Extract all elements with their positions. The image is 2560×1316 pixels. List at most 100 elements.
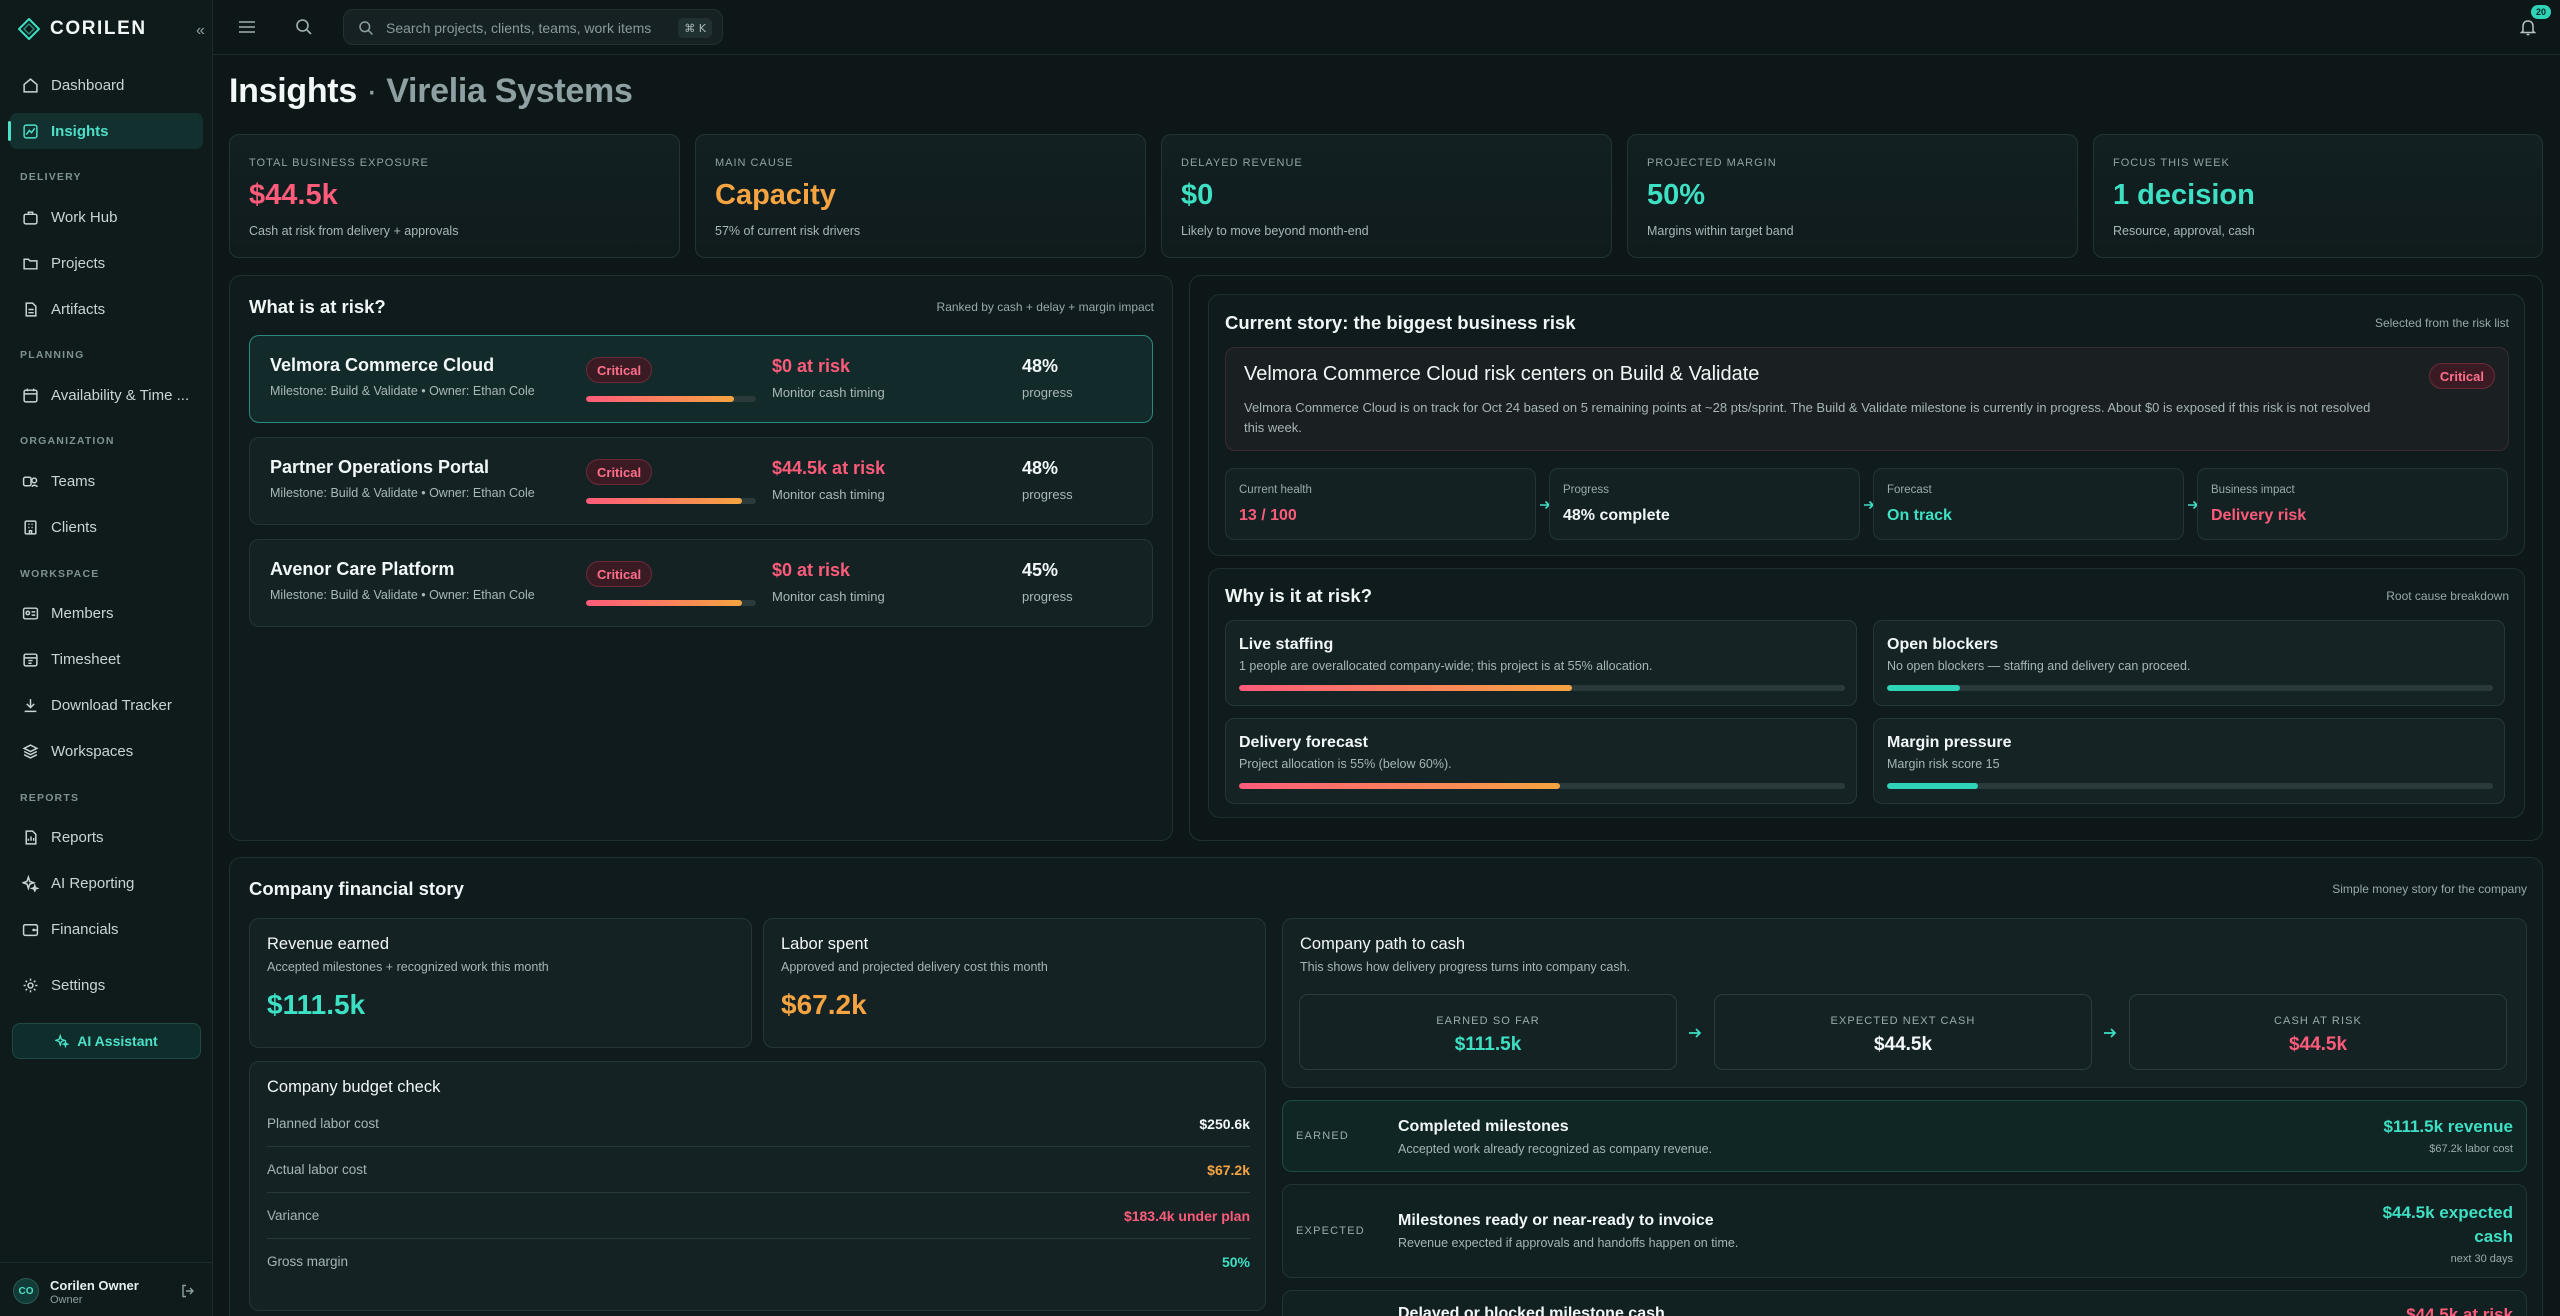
- progress-label: progress: [1022, 385, 1073, 400]
- sidebar-item-dashboard[interactable]: Dashboard: [10, 67, 203, 103]
- risk-driver-card: Delivery forecast Project allocation is …: [1225, 718, 1857, 804]
- panel-note: Selected from the risk list: [2374, 316, 2509, 330]
- sidebar-item-workspaces[interactable]: Workspaces: [10, 733, 203, 769]
- sidebar-item-settings[interactable]: Settings: [10, 967, 203, 1003]
- ai-assistant-button[interactable]: AI Assistant: [12, 1023, 201, 1059]
- brand[interactable]: CORILEN: [17, 17, 147, 41]
- financial-story-panel: Company financial story Simple money sto…: [229, 857, 2543, 1316]
- risk-driver-card: Margin pressure Margin risk score 15: [1873, 718, 2505, 804]
- risk-row[interactable]: Avenor Care Platform Milestone: Build & …: [249, 539, 1153, 627]
- sidebar-item-work-hub[interactable]: Work Hub: [10, 199, 203, 235]
- avatar: CO: [13, 1278, 39, 1304]
- driver-title: Live staffing: [1239, 636, 1334, 653]
- driver-description: 1 people are overallocated company-wide;…: [1239, 659, 1653, 673]
- sidebar-item-availability[interactable]: Availability & Time ...: [10, 377, 203, 413]
- topbar: ⌘ K 20: [213, 0, 2560, 55]
- search-bar[interactable]: ⌘ K: [343, 9, 723, 45]
- wallet-icon: [22, 921, 39, 938]
- budget-label: Actual labor cost: [267, 1162, 367, 1177]
- risk-row[interactable]: Partner Operations Portal Milestone: Bui…: [249, 437, 1153, 525]
- metric-value: Delivery risk: [2211, 507, 2307, 524]
- kpi-card: MAIN CAUSE Capacity 57% of current risk …: [695, 134, 1146, 258]
- user-profile[interactable]: CO Corilen Owner Owner: [0, 1262, 213, 1316]
- story-column: Current story: the biggest business risk…: [1189, 275, 2543, 841]
- driver-bar: [1239, 685, 1845, 691]
- kpi-subtext: Likely to move beyond month-end: [1181, 224, 1369, 238]
- kpi-subtext: Cash at risk from delivery + approvals: [249, 224, 459, 238]
- sparkle-icon: [22, 874, 39, 892]
- sidebar-item-insights[interactable]: Insights: [8, 113, 203, 149]
- risk-row[interactable]: Velmora Commerce Cloud Milestone: Build …: [249, 335, 1153, 423]
- risk-driver-card: Live staffing 1 people are overallocated…: [1225, 620, 1857, 706]
- ledger-row[interactable]: EXPECTED Milestones ready or near-ready …: [1282, 1184, 2527, 1278]
- search-icon: [358, 20, 374, 36]
- sidebar-item-teams[interactable]: Teams: [10, 463, 203, 499]
- ledger-subvalue: $67.2k labor cost: [2429, 1143, 2513, 1155]
- kpi-label: FOCUS THIS WEEK: [2113, 157, 2230, 169]
- card-description: This shows how delivery progress turns i…: [1300, 960, 1631, 974]
- driver-title: Open blockers: [1887, 636, 1999, 653]
- driver-description: No open blockers — staffing and delivery…: [1887, 659, 2191, 673]
- sidebar-item-label: AI Reporting: [51, 874, 135, 892]
- logout-icon[interactable]: [180, 1283, 196, 1299]
- kpi-value: 50%: [1647, 179, 1706, 211]
- sidebar-item-artifacts[interactable]: Artifacts: [10, 291, 203, 327]
- ai-assistant-label: AI Assistant: [77, 1033, 158, 1049]
- sidebar-item-label: Dashboard: [51, 76, 125, 94]
- project-name: Partner Operations Portal: [270, 457, 490, 477]
- search-input[interactable]: [386, 17, 664, 39]
- kpi-label: TOTAL BUSINESS EXPOSURE: [249, 157, 429, 169]
- critical-badge: Critical: [586, 561, 653, 587]
- risk-bar: [586, 600, 756, 606]
- revenue-value: $111.5k: [267, 989, 366, 1020]
- progress-percent: 48%: [1022, 458, 1059, 478]
- metric-label: Progress: [1563, 484, 1610, 496]
- cash-step-label: EARNED SO FAR: [1436, 1015, 1540, 1027]
- sidebar-item-download-tracker[interactable]: Download Tracker: [10, 687, 203, 723]
- kpi-value: 1 decision: [2113, 179, 2255, 211]
- title-separator: ·: [366, 72, 378, 110]
- section-label-workspace: WORKSPACE: [20, 568, 100, 580]
- collapse-sidebar-icon[interactable]: «: [196, 22, 205, 39]
- card-description: Approved and projected delivery cost thi…: [781, 960, 1048, 974]
- risk-bar-fill: [586, 396, 734, 402]
- risk-bar-fill: [586, 600, 743, 606]
- kpi-label: PROJECTED MARGIN: [1647, 157, 1777, 169]
- layers-icon: [22, 743, 39, 760]
- kpi-value: $0: [1181, 179, 1214, 211]
- progress-percent: 48%: [1022, 356, 1059, 376]
- kpi-label: DELAYED REVENUE: [1181, 157, 1303, 169]
- section-label-organization: ORGANIZATION: [20, 435, 115, 447]
- budget-value: $67.2k: [1207, 1162, 1250, 1178]
- cash-step: CASH AT RISK $44.5k: [2129, 994, 2507, 1070]
- sidebar-item-financials[interactable]: Financials: [10, 911, 203, 947]
- sidebar-item-label: Clients: [51, 518, 97, 536]
- ledger-value: $44.5k expected cash: [2382, 1203, 2513, 1246]
- ledger-row[interactable]: EARNED Completed milestones Accepted wor…: [1282, 1100, 2527, 1172]
- at-risk-amount: $0 at risk: [772, 560, 851, 580]
- teams-icon: [22, 473, 39, 490]
- ledger-row[interactable]: Delayed or blocked milestone cash $44.5k…: [1282, 1290, 2527, 1316]
- sidebar-item-projects[interactable]: Projects: [10, 245, 203, 281]
- driver-bar: [1239, 783, 1845, 789]
- story-summary: Velmora Commerce Cloud risk centers on B…: [1225, 347, 2509, 451]
- timesheet-icon: [22, 651, 39, 668]
- ledger-tag: EARNED: [1296, 1130, 1350, 1142]
- critical-badge: Critical: [586, 459, 653, 485]
- sidebar-item-clients[interactable]: Clients: [10, 509, 203, 545]
- driver-bar: [1887, 685, 2493, 691]
- sidebar-item-label: Financials: [51, 920, 119, 938]
- risk-driver-card: Open blockers No open blockers — staffin…: [1873, 620, 2505, 706]
- sidebar-item-label: Teams: [51, 472, 96, 490]
- sidebar-item-label: Workspaces: [51, 742, 134, 760]
- sidebar-item-reports[interactable]: Reports: [10, 819, 203, 855]
- user-role: Owner: [50, 1294, 83, 1306]
- sidebar-item-label: Insights: [51, 122, 109, 140]
- sidebar-item-timesheet[interactable]: Timesheet: [10, 641, 203, 677]
- search-icon[interactable]: [295, 18, 313, 36]
- sidebar-item-ai-reporting[interactable]: AI Reporting: [10, 865, 203, 901]
- sidebar-item-members[interactable]: Members: [10, 595, 203, 631]
- bell-icon[interactable]: [2518, 17, 2538, 37]
- menu-icon[interactable]: [238, 19, 256, 35]
- budget-label: Planned labor cost: [267, 1116, 379, 1131]
